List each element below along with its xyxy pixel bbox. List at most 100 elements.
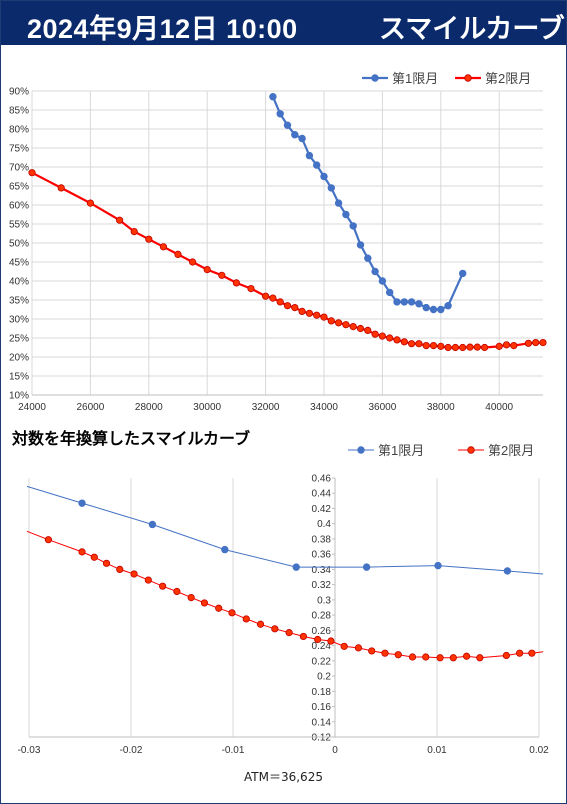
y-tick-label: 75% (9, 144, 29, 155)
data-point-s2 (473, 343, 481, 351)
y-tick-label: 0.2 (317, 672, 331, 683)
data-point-s1 (459, 269, 467, 278)
chart-log-annualized-smile: -0.03 -0.02 -0.01 0 0.01 0.02 0.12 0.14 0.16 0.18… (18, 443, 550, 756)
data-point-s2 (242, 615, 250, 623)
data-point-s2 (381, 649, 389, 657)
y-tick-label: 0.18 (312, 687, 332, 698)
y-tick-label: 85% (9, 106, 29, 117)
data-point-s2 (436, 654, 444, 662)
data-point-s1 (386, 288, 394, 297)
data-point-s2 (516, 649, 524, 657)
legend-swatch-marker (371, 74, 379, 82)
data-point-s1 (327, 184, 335, 192)
data-point-s2 (422, 341, 430, 350)
data-point-s2 (459, 343, 467, 352)
data-point-s2 (215, 604, 223, 612)
x-tick-label: 24000 (18, 402, 46, 413)
data-point-s2 (116, 565, 124, 574)
x-tick-label: 0.01 (427, 745, 447, 756)
legend-swatch-marker (467, 446, 475, 454)
data-point-s2 (298, 307, 306, 315)
data-point-s2 (510, 341, 518, 350)
x-tick-label: 26000 (76, 402, 104, 413)
legend-label: 第1限月 (378, 443, 424, 458)
data-point-s2 (371, 330, 379, 338)
data-point-s1 (269, 93, 277, 101)
x-tick-label: 28000 (135, 402, 163, 413)
x-tick-label: 36000 (368, 402, 396, 413)
data-point-s2 (86, 199, 95, 207)
data-point-s2 (407, 340, 416, 348)
data-point-s2 (228, 609, 236, 617)
data-point-s1 (291, 130, 299, 139)
data-point-s2 (314, 635, 322, 644)
data-point-s2 (356, 324, 365, 333)
y-tick-label: 15% (9, 372, 29, 383)
y-tick-label: 0.36 (312, 550, 332, 561)
chart-smile-curve: 10% 15% 20% 25% 30% 35% 40% 45% 50% 55% 60% 65% 70% 7… (9, 71, 547, 413)
data-point-s2 (44, 536, 52, 544)
data-point-s2 (145, 235, 153, 243)
data-point-s2 (247, 285, 255, 293)
y-tick-label: 90% (9, 87, 29, 98)
data-point-s2 (437, 342, 445, 350)
data-point-s1 (356, 241, 365, 249)
data-point-s2 (116, 216, 124, 224)
data-point-s1 (276, 110, 284, 118)
y-tick-label: 30% (9, 315, 29, 326)
data-point-s2 (200, 599, 209, 607)
y-tick-label: 0.12 (312, 733, 332, 744)
x-tick-label: -0.01 (222, 745, 245, 756)
y-tick-label: 0.34 (312, 565, 332, 576)
data-point-s2 (502, 651, 510, 660)
data-point-s2 (476, 654, 484, 662)
data-point-s2 (532, 338, 540, 347)
data-point-s1 (434, 561, 442, 570)
y-tick-label: 0.4 (317, 519, 331, 530)
data-point-s1 (78, 499, 86, 507)
y-tick-label: 40% (9, 277, 29, 288)
data-point-s2 (313, 311, 321, 319)
legend-label: 第2限月 (488, 443, 534, 458)
y-tick-label: 35% (9, 296, 29, 307)
y-tick-label: 0.26 (312, 626, 332, 637)
chart2-xlabel-atm: ATM＝36,625 (244, 770, 323, 784)
series-line-2 (26, 530, 544, 659)
y-tick-label: 55% (9, 220, 29, 231)
data-point-s2 (495, 342, 503, 350)
data-point-s2 (394, 651, 402, 659)
data-point-s1 (371, 267, 379, 276)
y-tick-label: 60% (9, 201, 29, 212)
data-point-s2 (187, 593, 195, 602)
data-point-s2 (334, 319, 343, 327)
data-point-s1 (320, 172, 328, 181)
data-point-s2 (449, 654, 457, 662)
y-tick-label: 80% (9, 125, 29, 136)
y-tick-label: 0.3 (317, 595, 331, 606)
data-point-s1 (362, 563, 371, 571)
data-point-s1 (393, 298, 401, 306)
data-point-s1 (298, 134, 306, 143)
chart2-title: 対数を年換算したスマイルカーブ (12, 429, 251, 448)
header-title: スマイルカーブ (379, 14, 565, 45)
data-point-s2 (466, 343, 474, 351)
data-point-s2 (261, 292, 270, 300)
legend-swatch-marker (464, 74, 472, 82)
y-tick-label: 65% (9, 182, 29, 193)
y-tick-label: 0.24 (312, 641, 332, 652)
data-point-s1 (342, 210, 350, 219)
x-tick-label: -0.02 (120, 745, 143, 756)
data-point-s2 (415, 340, 423, 348)
data-point-s1 (437, 305, 445, 314)
x-tick-label: 32000 (252, 402, 280, 413)
data-point-s2 (90, 553, 98, 561)
y-tick-label: 0.32 (312, 580, 332, 591)
y-tick-label: 25% (9, 334, 29, 345)
x-tick-label: 40000 (485, 402, 513, 413)
data-point-s2 (349, 322, 357, 331)
data-point-s1 (305, 151, 314, 160)
y-tick-label: 50% (9, 239, 29, 250)
data-point-s2 (232, 279, 240, 287)
data-point-s2 (305, 309, 313, 317)
data-point-s2 (291, 304, 299, 312)
